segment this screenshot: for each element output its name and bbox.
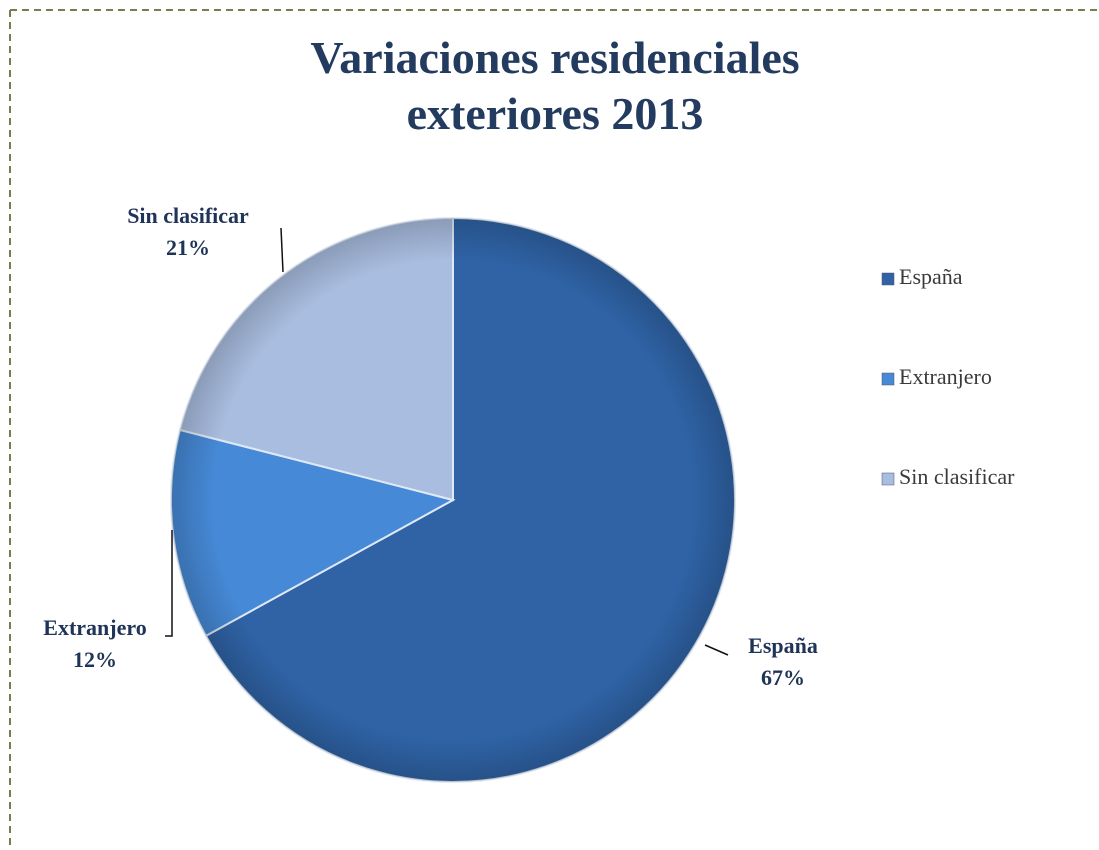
legend-swatch (881, 372, 895, 386)
data-label-name: Sin clasificar (127, 203, 249, 228)
data-label-name: España (748, 633, 818, 658)
leader-line (165, 530, 173, 637)
chart-title: Variaciones residenciales exteriores 2013 (310, 32, 799, 139)
data-label-value: 67% (761, 665, 805, 690)
data-label-value: 12% (73, 647, 117, 672)
leader-line (280, 227, 284, 273)
data-label-name: Extranjero (43, 615, 146, 640)
legend-label: Extranjero (899, 364, 992, 389)
leader-line (704, 644, 729, 656)
legend-label: España (899, 264, 963, 289)
legend-label: Sin clasificar (899, 464, 1015, 489)
legend-swatch (881, 472, 895, 486)
legend-swatch (881, 272, 895, 286)
data-label-value: 21% (166, 235, 210, 260)
